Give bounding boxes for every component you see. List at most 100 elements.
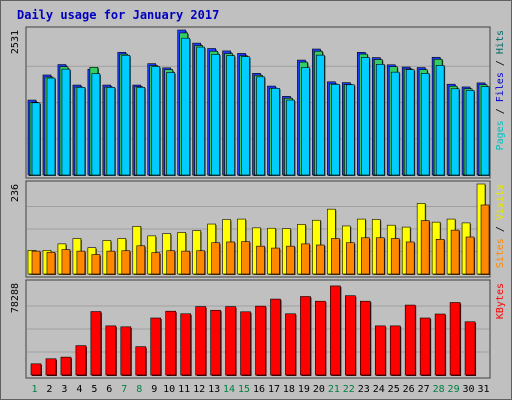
bar-pages-day-23 xyxy=(360,57,370,176)
bar-kbytes-day-29 xyxy=(449,302,461,376)
bar-pages-day-20 xyxy=(316,54,325,176)
x-tick-label-day-4: 4 xyxy=(76,384,82,395)
x-tick-label-day-31: 31 xyxy=(477,384,489,395)
panel-middle-max-label: 236 xyxy=(10,184,21,202)
bar-kbytes-day-7 xyxy=(120,326,132,376)
bar-kbytes-day-13 xyxy=(210,309,221,376)
bar-sites-day-7 xyxy=(121,250,131,275)
x-tick-label-day-12: 12 xyxy=(193,384,205,395)
bar-pages-day-13 xyxy=(211,53,220,176)
bar-sites-day-16 xyxy=(256,245,265,275)
bar-kbytes-day-3 xyxy=(60,356,72,376)
panel-bottom-max-label: 78288 xyxy=(10,283,21,313)
x-tick-label-day-10: 10 xyxy=(163,384,175,395)
bar-sites-day-19 xyxy=(301,243,310,275)
bar-pages-day-8 xyxy=(136,87,146,176)
bar-pages-day-30 xyxy=(465,90,475,176)
bar-kbytes-day-1 xyxy=(30,363,42,376)
bar-sites-day-22 xyxy=(346,242,355,275)
bar-kbytes-day-5 xyxy=(90,311,102,376)
panel-bottom-legend: KBytes xyxy=(495,283,506,319)
bar-sites-day-18 xyxy=(286,245,295,275)
bar-sites-day-28 xyxy=(435,238,445,275)
bar-kbytes-day-12 xyxy=(195,306,206,376)
bar-kbytes-day-6 xyxy=(105,325,117,376)
bar-kbytes-day-24 xyxy=(374,325,386,376)
x-tick-label-day-8: 8 xyxy=(136,384,142,395)
bar-pages-day-26 xyxy=(405,69,415,176)
x-tick-label-day-21: 21 xyxy=(328,384,340,395)
bar-pages-day-2 xyxy=(46,77,56,176)
x-tick-label-day-3: 3 xyxy=(61,384,67,395)
bar-pages-day-27 xyxy=(420,73,430,176)
legend-entry: Sites xyxy=(495,238,506,268)
bar-kbytes-day-2 xyxy=(45,358,57,376)
bar-kbytes-day-4 xyxy=(75,345,87,376)
bar-sites-day-20 xyxy=(316,244,325,275)
x-tick-label-day-27: 27 xyxy=(418,384,430,395)
bar-sites-day-5 xyxy=(91,254,101,275)
x-tick-label-day-30: 30 xyxy=(463,384,475,395)
bar-pages-day-29 xyxy=(450,88,460,176)
x-tick-label-day-5: 5 xyxy=(91,384,97,395)
bar-kbytes-day-21 xyxy=(330,285,341,376)
bar-kbytes-day-27 xyxy=(419,317,431,376)
x-tick-label-day-26: 26 xyxy=(403,384,415,395)
bar-sites-day-1 xyxy=(31,250,41,275)
x-tick-label-day-17: 17 xyxy=(268,384,280,395)
bar-sites-day-3 xyxy=(61,249,71,275)
bar-sites-day-6 xyxy=(106,250,116,275)
bar-sites-day-13 xyxy=(211,242,220,275)
chart-title: Daily usage for January 2017 xyxy=(17,8,219,22)
legend-entry: Hits xyxy=(495,30,506,54)
x-tick-label-day-20: 20 xyxy=(313,384,325,395)
bar-sites-day-26 xyxy=(405,241,415,275)
bar-pages-day-6 xyxy=(106,87,116,176)
legend-entry: Pages xyxy=(495,120,506,150)
bar-kbytes-day-28 xyxy=(434,313,446,376)
x-tick-label-day-11: 11 xyxy=(178,384,190,395)
bar-sites-day-24 xyxy=(375,237,385,275)
bar-pages-day-18 xyxy=(286,99,295,176)
x-tick-label-day-2: 2 xyxy=(46,384,52,395)
x-tick-label-day-29: 29 xyxy=(448,384,460,395)
x-tick-label-day-9: 9 xyxy=(151,384,157,395)
bar-sites-day-17 xyxy=(271,247,280,275)
x-tick-label-day-16: 16 xyxy=(253,384,265,395)
x-tick-label-day-15: 15 xyxy=(238,384,250,395)
x-tick-label-day-22: 22 xyxy=(343,384,355,395)
bar-sites-day-31 xyxy=(480,204,490,275)
x-tick-label-day-14: 14 xyxy=(223,384,235,395)
bar-pages-day-21 xyxy=(331,84,340,176)
bar-kbytes-day-20 xyxy=(315,300,326,376)
bar-pages-day-14 xyxy=(226,55,235,176)
legend-entry: Files xyxy=(495,72,506,102)
bar-pages-day-15 xyxy=(241,56,250,176)
bar-sites-day-23 xyxy=(360,237,370,275)
bar-pages-day-22 xyxy=(346,84,355,176)
bar-sites-day-11 xyxy=(181,250,190,275)
bar-pages-day-1 xyxy=(31,102,41,176)
x-tick-label-day-13: 13 xyxy=(208,384,220,395)
panel-top-legend: Pages / Files / Hits xyxy=(495,30,506,150)
bar-pages-day-4 xyxy=(76,87,86,176)
bar-sites-day-10 xyxy=(166,250,176,275)
legend-entry: / xyxy=(495,220,506,238)
legend-entry: Visits xyxy=(495,184,506,220)
bar-pages-day-3 xyxy=(61,68,71,176)
bar-kbytes-day-25 xyxy=(389,325,401,376)
bar-sites-day-4 xyxy=(76,250,86,275)
x-tick-label-day-25: 25 xyxy=(388,384,400,395)
bar-pages-day-16 xyxy=(256,76,265,176)
x-tick-label-day-24: 24 xyxy=(373,384,385,395)
bar-pages-day-12 xyxy=(196,46,205,176)
bar-sites-day-25 xyxy=(390,238,400,275)
bar-kbytes-day-14 xyxy=(225,306,236,376)
bar-sites-day-29 xyxy=(450,229,460,275)
x-tick-label-day-19: 19 xyxy=(298,384,310,395)
bar-kbytes-day-30 xyxy=(464,321,476,376)
bar-kbytes-day-9 xyxy=(150,317,162,376)
bar-sites-day-2 xyxy=(46,251,56,275)
bar-kbytes-day-26 xyxy=(404,304,416,376)
